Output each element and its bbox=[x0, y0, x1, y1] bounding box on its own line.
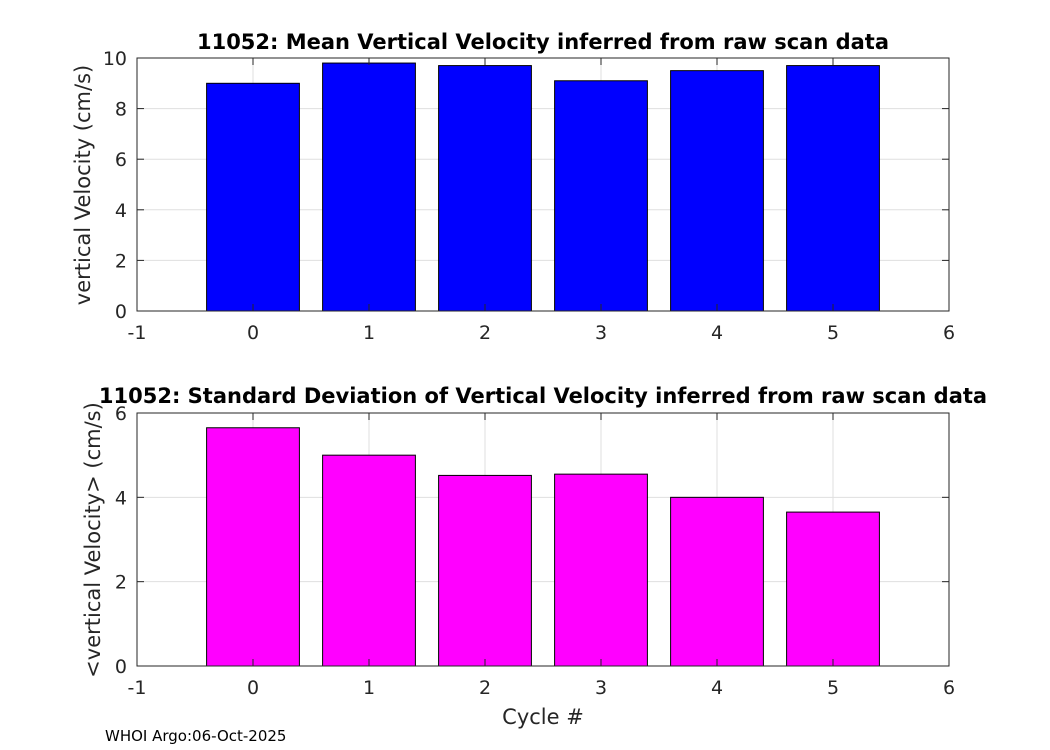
bar-cycle-5 bbox=[786, 65, 880, 312]
y-tick-label: 4 bbox=[115, 487, 127, 509]
y-tick-label: 6 bbox=[115, 403, 127, 425]
x-tick-label: 0 bbox=[247, 322, 259, 344]
bar-cycle-4 bbox=[670, 496, 764, 667]
x-tick-label: 1 bbox=[363, 322, 375, 344]
y-tick-label: 8 bbox=[115, 99, 127, 121]
y-tick-label: 4 bbox=[115, 200, 127, 222]
x-tick-label: -1 bbox=[128, 322, 147, 344]
y-tick-label: 2 bbox=[115, 572, 127, 594]
bar-cycle-1 bbox=[322, 454, 416, 667]
x-tick-label: 0 bbox=[247, 677, 259, 699]
x-tick-label: 2 bbox=[479, 677, 491, 699]
bar-cycle-2 bbox=[438, 65, 532, 312]
x-tick-label: 4 bbox=[711, 322, 723, 344]
x-tick-label: 4 bbox=[711, 677, 723, 699]
bar-cycle-5 bbox=[786, 511, 880, 667]
chart-title: 11052: Standard Deviation of Vertical Ve… bbox=[99, 384, 987, 408]
x-tick-label: 6 bbox=[943, 322, 955, 344]
x-tick-label: 2 bbox=[479, 322, 491, 344]
x-tick-label: 3 bbox=[595, 322, 607, 344]
y-tick-label: 0 bbox=[115, 301, 127, 323]
bar-cycle-3 bbox=[554, 80, 648, 312]
x-axis-label: Cycle # bbox=[502, 705, 584, 729]
y-axis-label: vertical Velocity (cm/s) bbox=[71, 65, 95, 305]
x-tick-label: 3 bbox=[595, 677, 607, 699]
x-tick-label: 5 bbox=[827, 677, 839, 699]
y-axis-label: <vertical Velocity> (cm/s) bbox=[81, 402, 105, 678]
x-tick-label: 1 bbox=[363, 677, 375, 699]
y-tick-label: 2 bbox=[115, 250, 127, 272]
bar-cycle-1 bbox=[322, 62, 416, 312]
x-tick-label: 5 bbox=[827, 322, 839, 344]
bar-cycle-0 bbox=[206, 82, 300, 312]
x-tick-label: 6 bbox=[943, 677, 955, 699]
footer-credit: WHOI Argo:06-Oct-2025 bbox=[105, 727, 286, 745]
axes-frame bbox=[136, 57, 950, 312]
bar-cycle-0 bbox=[206, 427, 300, 667]
bar-cycle-4 bbox=[670, 70, 764, 312]
chart-title: 11052: Mean Vertical Velocity inferred f… bbox=[197, 30, 889, 54]
bar-cycle-2 bbox=[438, 474, 532, 667]
y-tick-label: 6 bbox=[115, 149, 127, 171]
y-tick-label: 10 bbox=[103, 48, 127, 70]
bar-cycle-3 bbox=[554, 473, 648, 667]
y-tick-label: 0 bbox=[115, 656, 127, 678]
axes-frame bbox=[136, 412, 950, 667]
x-tick-label: -1 bbox=[128, 677, 147, 699]
